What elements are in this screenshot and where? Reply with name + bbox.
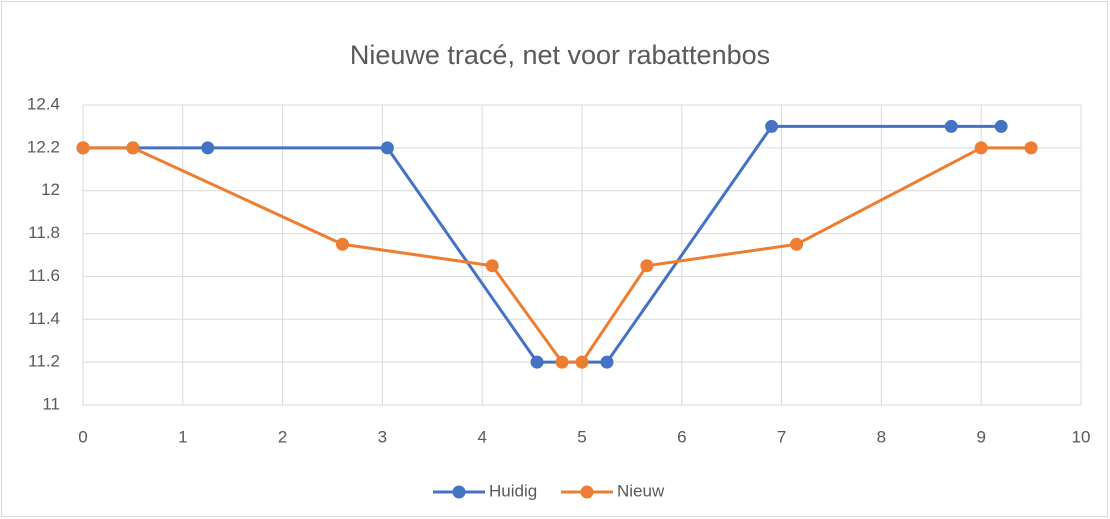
data-point <box>380 141 394 155</box>
x-tick-label: 1 <box>178 427 187 446</box>
chart-title: Nieuwe tracé, net voor rabattenbos <box>350 40 770 70</box>
x-tick-label: 7 <box>777 427 786 446</box>
legend-label: Huidig <box>489 481 537 500</box>
legend-marker <box>452 485 466 499</box>
data-point <box>1024 141 1038 155</box>
data-point <box>530 355 544 369</box>
data-point <box>76 141 90 155</box>
x-tick-label: 0 <box>78 427 87 446</box>
y-tick-label: 11.4 <box>28 309 60 328</box>
y-tick-label: 12.4 <box>27 94 60 113</box>
x-tick-label: 3 <box>378 427 387 446</box>
legend-marker <box>580 485 594 499</box>
data-point <box>555 355 569 369</box>
y-tick-label: 12 <box>41 180 60 199</box>
x-tick-label: 10 <box>1072 427 1091 446</box>
data-point <box>790 237 804 251</box>
data-point <box>201 141 215 155</box>
y-tick-label: 11.2 <box>28 352 60 371</box>
legend-label: Nieuw <box>617 481 665 500</box>
y-tick-label: 11.6 <box>28 266 60 285</box>
data-point <box>575 355 589 369</box>
x-tick-label: 9 <box>976 427 985 446</box>
x-tick-label: 5 <box>577 427 586 446</box>
data-point <box>944 119 958 133</box>
data-point <box>600 355 614 369</box>
data-point <box>765 119 779 133</box>
data-point <box>126 141 140 155</box>
y-tick-label: 11 <box>42 394 60 413</box>
y-tick-label: 11.8 <box>28 223 60 242</box>
data-point <box>994 119 1008 133</box>
y-tick-label: 12.2 <box>27 137 60 156</box>
data-point <box>335 237 349 251</box>
data-point <box>640 259 654 273</box>
x-tick-label: 2 <box>278 427 287 446</box>
series-line <box>83 146 1032 364</box>
x-tick-label: 4 <box>477 427 486 446</box>
x-tick-label: 8 <box>877 427 886 446</box>
data-point <box>974 141 988 155</box>
data-point <box>485 259 499 273</box>
x-tick-label: 6 <box>677 427 686 446</box>
